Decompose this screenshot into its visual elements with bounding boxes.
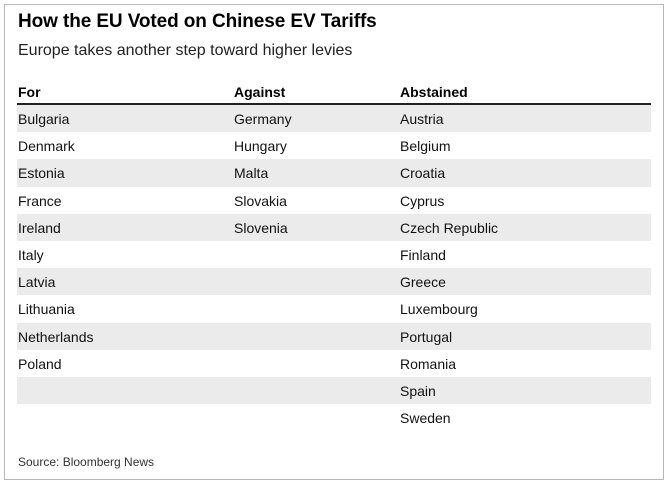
table-cell: Malta: [234, 165, 269, 182]
table-row: Sweden: [17, 404, 651, 431]
table-cell: Romania: [400, 355, 457, 372]
header-abstained: Abstained: [400, 84, 468, 100]
table-cell: Czech Republic: [400, 219, 499, 236]
table-cell: Lithuania: [18, 301, 75, 318]
table-cell: Italy: [18, 246, 44, 263]
table-row: Lithuania Luxembourg: [17, 295, 651, 322]
header-for: For: [18, 84, 41, 100]
table-cell: Finland: [400, 246, 446, 263]
table-cell: Croatia: [400, 165, 446, 182]
table-row: Italy Finland: [17, 241, 651, 268]
header-against: Against: [234, 84, 286, 100]
table-body: Bulgaria Germany Austria Denmark Hungary Belg…: [17, 105, 651, 431]
table-cell: Estonia: [18, 165, 65, 182]
table-cell: Belgium: [400, 138, 451, 155]
chart-subtitle: Europe takes another step toward higher …: [18, 42, 353, 59]
table-cell: Greece: [400, 274, 446, 291]
table-cell: Latvia: [18, 274, 56, 291]
table-cell: Slovakia: [234, 192, 287, 209]
table-cell: Sweden: [400, 410, 451, 427]
table-cell: Austria: [400, 111, 444, 127]
table-header: For Against Abstained: [17, 79, 651, 105]
table-cell: Denmark: [18, 138, 75, 155]
table-cell: Ireland: [18, 219, 61, 236]
vote-table: For Against Abstained Bulgaria Germany Aus…: [17, 79, 651, 431]
table-row: Denmark Hungary Belgium: [17, 132, 651, 159]
chart-title: How the EU Voted on Chinese EV Tariffs: [18, 11, 377, 32]
table-cell: Bulgaria: [18, 111, 70, 127]
table-cell: Poland: [18, 355, 62, 372]
table-row: Bulgaria Germany Austria: [17, 105, 651, 133]
table-cell: Portugal: [400, 328, 453, 345]
table-row: Spain: [17, 376, 651, 405]
table-row: Estonia Malta Croatia: [17, 159, 651, 187]
table-row: Poland Romania: [17, 350, 651, 377]
table-cell: Hungary: [234, 138, 287, 155]
table-cell: France: [18, 192, 62, 209]
source-note: Source: Bloomberg News: [18, 455, 155, 469]
table-cell: Germany: [234, 111, 292, 127]
table-cell: Spain: [400, 382, 436, 399]
table-cell: Cyprus: [400, 192, 445, 209]
table-cell: Slovenia: [234, 219, 288, 236]
table-row: France Slovakia Cyprus: [17, 187, 651, 214]
table-cell: Luxembourg: [400, 301, 478, 318]
table-row: Netherlands Portugal: [17, 322, 651, 350]
table-row: Ireland Slovenia Czech Republic: [17, 213, 651, 241]
table-row: Latvia Greece: [17, 268, 651, 296]
table-cell: Netherlands: [18, 328, 94, 345]
